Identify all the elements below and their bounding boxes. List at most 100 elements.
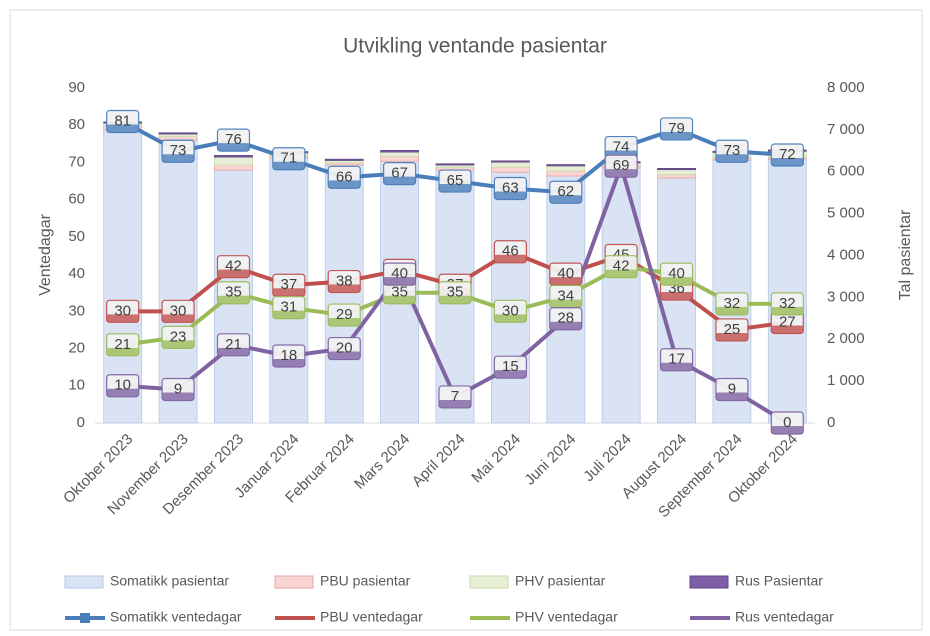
data-label-foot bbox=[272, 288, 305, 297]
data-label-foot bbox=[162, 340, 195, 349]
legend-swatch bbox=[469, 575, 509, 589]
bar bbox=[380, 151, 420, 157]
y-tick-label: 10 bbox=[68, 377, 85, 394]
data-label: 42 bbox=[216, 255, 251, 279]
data-label-foot bbox=[106, 314, 139, 323]
data-label-text: 28 bbox=[557, 310, 574, 327]
bar bbox=[490, 171, 530, 424]
data-label: 7 bbox=[438, 385, 472, 409]
data-label-text: 74 bbox=[613, 139, 630, 156]
bar bbox=[380, 155, 420, 162]
data-label-text: 42 bbox=[225, 258, 242, 275]
bar bbox=[324, 164, 364, 424]
data-label-foot bbox=[494, 370, 527, 379]
data-label-foot bbox=[715, 392, 748, 401]
data-label-text: 30 bbox=[114, 302, 131, 319]
data-label-foot bbox=[217, 347, 250, 356]
data-label: 81 bbox=[106, 109, 140, 134]
data-label-text: 71 bbox=[281, 150, 298, 167]
legend-label: PHV ventedagar bbox=[515, 609, 618, 625]
data-label: 30 bbox=[493, 299, 527, 323]
data-label-text: 73 bbox=[724, 142, 741, 159]
y2-tick-label: 2 000 bbox=[827, 330, 865, 347]
data-label: 30 bbox=[161, 299, 195, 323]
data-label-foot bbox=[106, 124, 139, 133]
data-label: 79 bbox=[659, 117, 694, 141]
data-label-text: 76 bbox=[225, 131, 242, 148]
data-label: 21 bbox=[216, 333, 251, 357]
data-label: 46 bbox=[493, 240, 527, 264]
y2-tick-label: 7 000 bbox=[827, 121, 865, 138]
data-label-text: 9 bbox=[174, 380, 182, 397]
y-axis-label: Ventedagar bbox=[37, 213, 54, 296]
data-label-foot bbox=[771, 158, 804, 166]
data-label-foot bbox=[771, 306, 804, 315]
y2-tick-label: 1 000 bbox=[827, 372, 865, 389]
legend-label: PBU ventedagar bbox=[320, 609, 423, 625]
data-label: 66 bbox=[327, 165, 361, 189]
y-tick-label: 30 bbox=[68, 302, 85, 319]
data-label-text: 72 bbox=[779, 146, 796, 163]
data-label: 40 bbox=[549, 262, 583, 286]
data-label-foot bbox=[272, 310, 305, 319]
bar bbox=[546, 170, 586, 177]
data-label-text: 73 bbox=[170, 142, 187, 159]
data-label: 9 bbox=[161, 377, 195, 402]
data-label: 29 bbox=[327, 303, 361, 327]
data-label: 21 bbox=[106, 333, 140, 357]
legend-label: Somatikk ventedagar bbox=[110, 609, 242, 625]
data-label-text: 32 bbox=[724, 295, 741, 312]
data-label: 69 bbox=[604, 154, 638, 178]
data-label-foot bbox=[660, 292, 693, 300]
data-label-foot bbox=[217, 269, 250, 278]
data-label: 35 bbox=[383, 281, 417, 305]
data-label: 28 bbox=[549, 307, 583, 331]
data-label: 20 bbox=[327, 336, 361, 361]
data-label-foot bbox=[715, 332, 748, 341]
data-label-text: 79 bbox=[668, 120, 685, 137]
data-label: 72 bbox=[770, 143, 804, 167]
data-label: 35 bbox=[438, 281, 472, 305]
data-label-foot bbox=[549, 195, 582, 204]
bar bbox=[490, 160, 530, 163]
y2-tick-label: 6 000 bbox=[827, 163, 865, 180]
data-label: 23 bbox=[161, 325, 195, 349]
data-label: 30 bbox=[106, 299, 140, 323]
data-label-text: 30 bbox=[170, 302, 187, 319]
data-label-foot bbox=[217, 143, 250, 152]
bar bbox=[214, 155, 253, 158]
data-label: 40 bbox=[383, 262, 417, 286]
y-tick-label: 50 bbox=[68, 228, 85, 245]
data-label: 18 bbox=[272, 344, 306, 368]
bar bbox=[214, 156, 253, 166]
data-label-foot bbox=[494, 314, 527, 323]
bar bbox=[158, 132, 198, 135]
data-label: 27 bbox=[770, 310, 804, 335]
data-label-foot bbox=[771, 325, 804, 334]
bar bbox=[324, 158, 364, 161]
data-label-foot bbox=[549, 321, 582, 330]
data-label-foot bbox=[162, 154, 195, 163]
data-label-foot bbox=[439, 399, 471, 408]
data-label-foot bbox=[328, 180, 361, 189]
data-label-foot bbox=[272, 359, 305, 367]
data-label-foot bbox=[162, 392, 195, 401]
y2-axis-label: Tal pasientar bbox=[897, 209, 914, 300]
y2-tick-label: 3 000 bbox=[827, 288, 865, 305]
data-label-text: 0 bbox=[783, 414, 791, 431]
y2-tick-label: 0 bbox=[827, 414, 835, 431]
data-label-text: 42 bbox=[613, 258, 630, 275]
data-label-text: 20 bbox=[336, 340, 353, 357]
y-tick-label: 20 bbox=[68, 340, 85, 357]
y-tick-label: 60 bbox=[68, 191, 85, 208]
data-label-foot bbox=[439, 295, 471, 304]
data-label-foot bbox=[494, 191, 527, 200]
data-label-text: 69 bbox=[613, 157, 630, 174]
data-label-foot bbox=[660, 277, 693, 286]
data-label-text: 38 bbox=[336, 273, 353, 290]
bar bbox=[158, 136, 198, 141]
data-label-foot bbox=[494, 254, 527, 263]
bar bbox=[103, 129, 143, 424]
data-label-text: 62 bbox=[557, 183, 574, 200]
